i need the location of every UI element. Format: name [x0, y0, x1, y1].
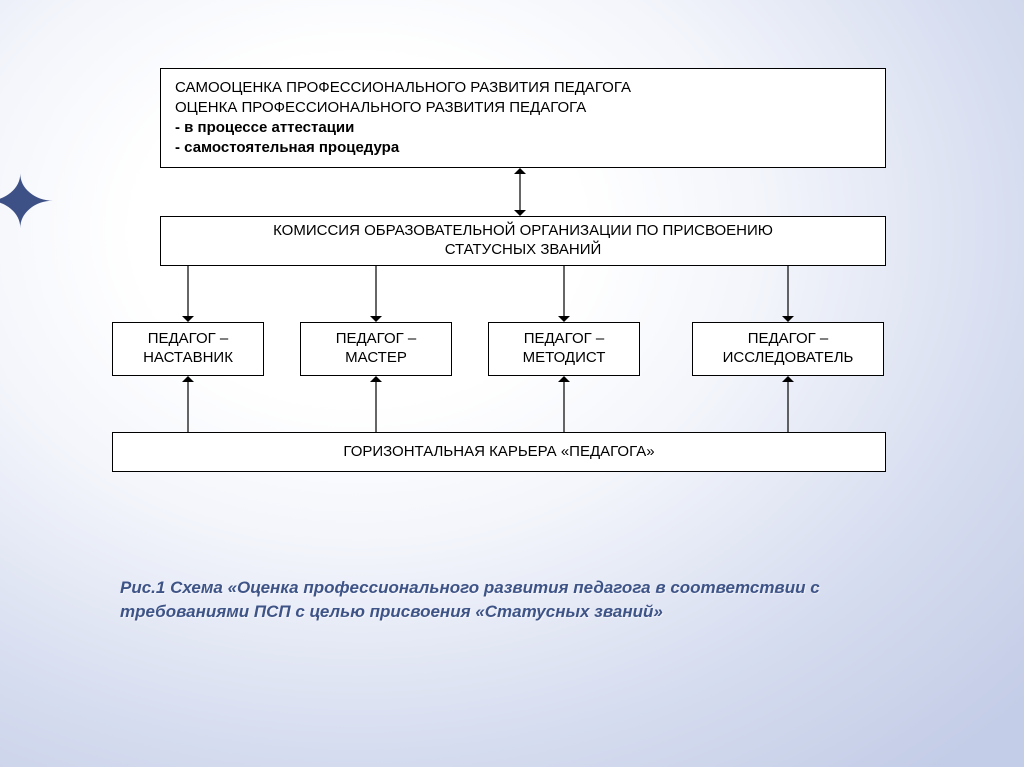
caption-line: Рис.1 Схема «Оценка профессионального ра… — [120, 576, 910, 600]
node-pedagog-methodist: ПЕДАГОГ – МЕТОДИСТ — [488, 322, 640, 376]
line: ГОРИЗОНТАЛЬНАЯ КАРЬЕРА «ПЕДАГОГА» — [343, 443, 654, 462]
line: КОМИССИЯ ОБРАЗОВАТЕЛЬНОЙ ОРГАНИЗАЦИИ ПО … — [273, 222, 773, 241]
node-commission: КОМИССИЯ ОБРАЗОВАТЕЛЬНОЙ ОРГАНИЗАЦИИ ПО … — [160, 216, 886, 266]
line: - самостоятельная процедура — [175, 138, 399, 158]
node-pedagog-mentor: ПЕДАГОГ – НАСТАВНИК — [112, 322, 264, 376]
node-self-assessment: САМООЦЕНКА ПРОФЕССИОНАЛЬНОГО РАЗВИТИЯ ПЕ… — [160, 68, 886, 168]
line: ИССЛЕДОВАТЕЛЬ — [723, 349, 854, 368]
line: САМООЦЕНКА ПРОФЕССИОНАЛЬНОГО РАЗВИТИЯ ПЕ… — [175, 78, 631, 98]
line: ПЕДАГОГ – — [336, 330, 417, 349]
line: МАСТЕР — [345, 349, 407, 368]
line: ПЕДАГОГ – — [524, 330, 605, 349]
line: ПЕДАГОГ – — [148, 330, 229, 349]
node-pedagog-master: ПЕДАГОГ – МАСТЕР — [300, 322, 452, 376]
figure-caption: Рис.1 Схема «Оценка профессионального ра… — [120, 576, 910, 624]
node-pedagog-researcher: ПЕДАГОГ – ИССЛЕДОВАТЕЛЬ — [692, 322, 884, 376]
caption-line: требованиями ПСП с целью присвоения «Ста… — [120, 600, 910, 624]
line: - в процессе аттестации — [175, 118, 354, 138]
line: НАСТАВНИК — [143, 349, 233, 368]
node-career: ГОРИЗОНТАЛЬНАЯ КАРЬЕРА «ПЕДАГОГА» — [112, 432, 886, 472]
flare-icon: ✦ — [0, 160, 56, 244]
line: МЕТОДИСТ — [523, 349, 606, 368]
line: СТАТУСНЫХ ЗВАНИЙ — [445, 241, 602, 260]
line: ПЕДАГОГ – — [748, 330, 829, 349]
line: ОЦЕНКА ПРОФЕССИОНАЛЬНОГО РАЗВИТИЯ ПЕДАГО… — [175, 98, 586, 118]
